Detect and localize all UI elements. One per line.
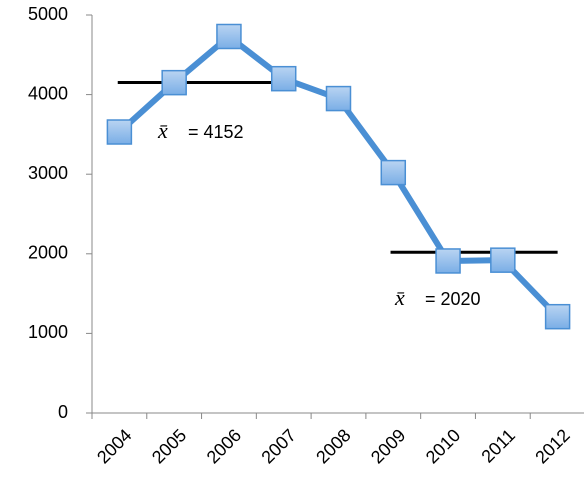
- marker: [544, 303, 571, 330]
- marker: [490, 247, 516, 273]
- x-tick-label: 2007: [257, 425, 299, 467]
- x-tick-label: 2012: [531, 425, 573, 467]
- x-tick-label: 2005: [148, 425, 190, 467]
- marker: [106, 119, 133, 145]
- marker: [380, 159, 407, 186]
- marker: [216, 23, 242, 50]
- y-tick-label: 1000: [28, 322, 68, 342]
- y-tick-label: 3000: [28, 163, 68, 183]
- mean-label: = 2020: [425, 289, 481, 309]
- mean-symbol: x̄: [157, 118, 168, 143]
- x-tick-label: 2009: [367, 425, 409, 467]
- y-tick-label: 4000: [28, 83, 68, 103]
- mean-symbol: x̄: [394, 285, 405, 310]
- marker: [435, 248, 461, 274]
- y-tick-label: 5000: [28, 4, 68, 24]
- x-tick-label: 2008: [312, 425, 354, 467]
- x-tick-label: 2004: [93, 425, 135, 467]
- mean-label: = 4152: [188, 122, 244, 142]
- x-tick-label: 2006: [203, 425, 245, 467]
- x-tick-label: 2010: [422, 425, 464, 467]
- x-tick-label: 2011: [478, 425, 520, 467]
- marker: [270, 65, 297, 92]
- y-tick-label: 2000: [28, 243, 68, 263]
- marker: [161, 69, 187, 96]
- y-tick-label: 0: [58, 402, 68, 422]
- marker: [325, 85, 352, 112]
